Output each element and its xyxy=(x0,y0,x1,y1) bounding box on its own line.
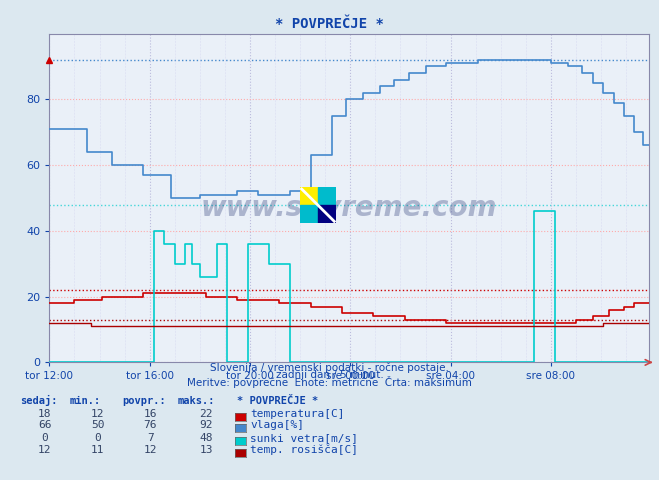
Text: 12: 12 xyxy=(144,444,157,455)
Text: 48: 48 xyxy=(200,432,213,443)
Text: 12: 12 xyxy=(91,408,104,419)
Bar xyxy=(318,205,336,223)
Text: * POVPREČJE *: * POVPREČJE * xyxy=(275,17,384,31)
Text: zadnji dan / 5 minut.: zadnji dan / 5 minut. xyxy=(275,370,384,380)
Text: 50: 50 xyxy=(91,420,104,430)
Text: 22: 22 xyxy=(200,408,213,419)
Bar xyxy=(300,187,318,205)
Text: maks.:: maks.: xyxy=(178,396,215,406)
Text: temperatura[C]: temperatura[C] xyxy=(250,408,345,419)
Text: sunki vetra[m/s]: sunki vetra[m/s] xyxy=(250,432,358,443)
Text: 0: 0 xyxy=(42,432,48,443)
Text: 7: 7 xyxy=(147,432,154,443)
Text: povpr.:: povpr.: xyxy=(122,396,165,406)
Text: www.si-vreme.com: www.si-vreme.com xyxy=(201,194,498,222)
Text: 76: 76 xyxy=(144,420,157,430)
Bar xyxy=(318,187,336,205)
Text: 18: 18 xyxy=(38,408,51,419)
Text: 12: 12 xyxy=(38,444,51,455)
Text: 92: 92 xyxy=(200,420,213,430)
Text: 13: 13 xyxy=(200,444,213,455)
Text: temp. rosišča[C]: temp. rosišča[C] xyxy=(250,444,358,455)
Text: 0: 0 xyxy=(94,432,101,443)
Text: 16: 16 xyxy=(144,408,157,419)
Text: Meritve: povprečne  Enote: metrične  Črta: maksimum: Meritve: povprečne Enote: metrične Črta:… xyxy=(187,376,472,388)
Bar xyxy=(300,205,318,223)
Text: 11: 11 xyxy=(91,444,104,455)
Text: * POVPREČJE *: * POVPREČJE * xyxy=(237,396,318,406)
Text: min.:: min.: xyxy=(69,396,100,406)
Text: 66: 66 xyxy=(38,420,51,430)
Text: Slovenija / vremenski podatki - ročne postaje.: Slovenija / vremenski podatki - ročne po… xyxy=(210,362,449,372)
Text: sedaj:: sedaj: xyxy=(20,395,57,406)
Text: vlaga[%]: vlaga[%] xyxy=(250,420,304,430)
